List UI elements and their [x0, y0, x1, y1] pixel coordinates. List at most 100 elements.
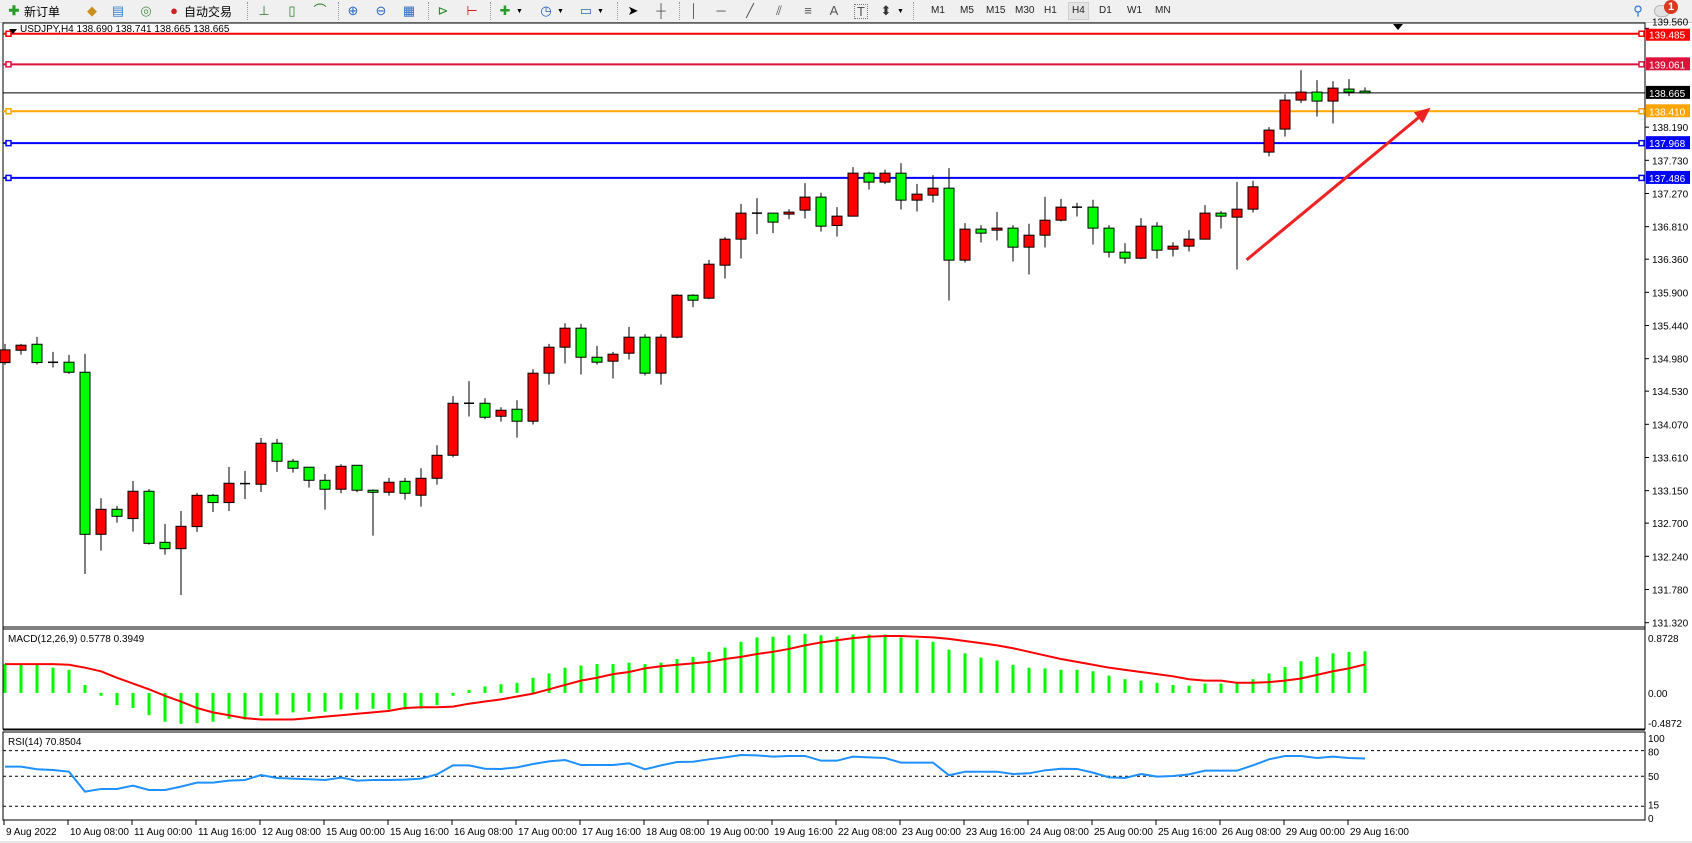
timeframe-h4[interactable]: H4 — [1068, 2, 1089, 20]
zoom-out-button[interactable]: ⊖ — [373, 2, 389, 20]
level-anchor-handle[interactable] — [1638, 61, 1645, 68]
periods-button[interactable]: ◷ ▼ — [538, 2, 564, 20]
toolbar: ✚ 新订单 ◆ ▤ ◎ ● 自动交易 ⊥ ▯ ⌒ ⊕ ⊖ ▦ ⊳ ⊢ ✚ ▼ ◷ ▼… — [0, 0, 1692, 23]
candle-body — [1215, 212, 1227, 217]
auto-scroll-icon: ⊳ — [437, 3, 449, 18]
cursor-button[interactable]: ➤ — [625, 2, 641, 20]
macd-histogram-bar — [211, 692, 215, 722]
macd-axis-label: 0.00 — [1648, 689, 1668, 700]
vertical-line-icon: │ — [689, 3, 699, 18]
chart-window[interactable]: 139.560 138.190 137.730 137.270 136.810 136.3… — [0, 18, 1692, 843]
chart-shift-marker-icon[interactable] — [1393, 24, 1403, 30]
signals-icon: ◎ — [140, 3, 152, 18]
macd-histogram-bar — [1331, 653, 1335, 693]
macd-histogram-bar — [915, 639, 919, 693]
data-window-button[interactable]: ▤ — [110, 2, 126, 20]
auto-scroll-button[interactable]: ⊳ — [435, 2, 451, 20]
timeframe-mn[interactable]: MN — [1155, 5, 1171, 16]
time-axis-label: 23 Aug 00:00 — [902, 827, 961, 838]
auto-trading-button[interactable]: ● 自动交易 — [166, 2, 232, 20]
macd-histogram-bar — [131, 692, 135, 709]
candle-body — [207, 494, 219, 504]
level-anchor-handle[interactable] — [1638, 174, 1645, 182]
candle-body — [31, 343, 43, 364]
chart-shift-button[interactable]: ⊢ — [464, 2, 480, 20]
macd-histogram-bar — [675, 659, 679, 693]
level-anchor-handle[interactable] — [1638, 30, 1645, 37]
macd-histogram-bar — [531, 677, 535, 693]
candle-body — [863, 172, 875, 183]
macd-histogram-bar — [739, 641, 743, 693]
level-anchor-handle[interactable] — [5, 61, 12, 68]
timeframe-m1[interactable]: M1 — [931, 5, 945, 16]
fibo-channel-button[interactable]: ⫽ — [771, 2, 787, 20]
macd-histogram-bar — [419, 692, 423, 709]
text-label-icon: T — [854, 3, 868, 19]
arrow-head-icon[interactable] — [1413, 107, 1431, 124]
timeframe-m30[interactable]: M30 — [1015, 5, 1035, 16]
vertical-line-button[interactable]: │ — [686, 2, 702, 20]
crosshair-icon: ┼ — [656, 3, 666, 18]
candle-body — [175, 525, 187, 550]
candle-body — [591, 356, 603, 363]
candle-body — [0, 349, 11, 364]
separator — [428, 2, 430, 20]
macd-histogram-bar — [515, 682, 519, 693]
auto-trading-icon: ● — [170, 3, 178, 18]
trendline-button[interactable]: ╱ — [742, 2, 758, 20]
candle-body — [271, 442, 283, 462]
candle-body — [879, 172, 891, 183]
tile-windows-button[interactable]: ▦ — [401, 2, 417, 20]
timeframe-m5[interactable]: M5 — [960, 5, 974, 16]
market-watch-icon: ◆ — [87, 3, 97, 18]
tile-windows-icon: ▦ — [402, 3, 416, 18]
timeframe-d1[interactable]: D1 — [1099, 5, 1112, 16]
candle-body — [607, 353, 619, 362]
macd-histogram-bar — [275, 692, 279, 715]
search-button[interactable]: ⚲ — [1630, 2, 1646, 20]
macd-histogram-bar — [1011, 664, 1015, 693]
text-button[interactable]: A — [826, 2, 842, 20]
text-label-button[interactable]: T — [854, 2, 868, 20]
candle-body — [79, 371, 91, 535]
collapse-triangle-icon[interactable] — [9, 29, 17, 34]
separator — [490, 2, 492, 20]
crosshair-button[interactable]: ┼ — [653, 2, 669, 20]
candle-body — [1295, 91, 1307, 101]
macd-histogram-bar — [291, 692, 295, 713]
candle-body — [1103, 227, 1115, 253]
macd-histogram-bar — [19, 664, 23, 693]
arrows-button[interactable]: ⬍ ▼ — [878, 2, 904, 20]
arrow-annotation-line[interactable] — [1245, 114, 1422, 262]
macd-histogram-bar — [1219, 683, 1223, 693]
level-anchor-handle[interactable] — [1638, 139, 1645, 147]
template-button[interactable]: ▭ ▼ — [578, 2, 604, 20]
level-anchor-handle[interactable] — [5, 108, 12, 115]
fibo-channel-icon: ⫽ — [776, 3, 782, 18]
macd-histogram-bar — [691, 656, 695, 693]
macd-histogram-bar — [707, 651, 711, 693]
candle-body — [1087, 206, 1099, 229]
candle-body — [975, 228, 987, 234]
fibo-retracement-button[interactable]: ≡ — [800, 2, 816, 20]
zoom-in-button[interactable]: ⊕ — [345, 2, 361, 20]
level-anchor-handle[interactable] — [5, 139, 12, 147]
timeframe-w1[interactable]: W1 — [1127, 5, 1142, 16]
level-anchor-handle[interactable] — [1638, 108, 1645, 115]
candle-body — [1039, 219, 1051, 236]
macd-histogram-bar — [643, 664, 647, 693]
timeframe-m15[interactable]: M15 — [986, 5, 1006, 16]
level-anchor-handle[interactable] — [5, 30, 12, 37]
candlestick-button[interactable]: ▯ — [284, 2, 300, 20]
line-chart-button[interactable]: ⌒ — [312, 2, 328, 20]
new-order-button[interactable]: ✚ 新订单 — [6, 2, 60, 20]
level-anchor-handle[interactable] — [5, 174, 12, 182]
dropdown-arrow-icon: ▼ — [897, 7, 904, 15]
time-axis-label: 17 Aug 00:00 — [518, 827, 577, 838]
timeframe-h1[interactable]: H1 — [1044, 5, 1057, 16]
bar-chart-button[interactable]: ⊥ — [256, 2, 272, 20]
horizontal-line-button[interactable]: ─ — [713, 2, 729, 20]
new-indicator-button[interactable]: ✚ ▼ — [497, 2, 523, 20]
market-watch-button[interactable]: ◆ — [84, 2, 100, 20]
signals-button[interactable]: ◎ — [138, 2, 154, 20]
